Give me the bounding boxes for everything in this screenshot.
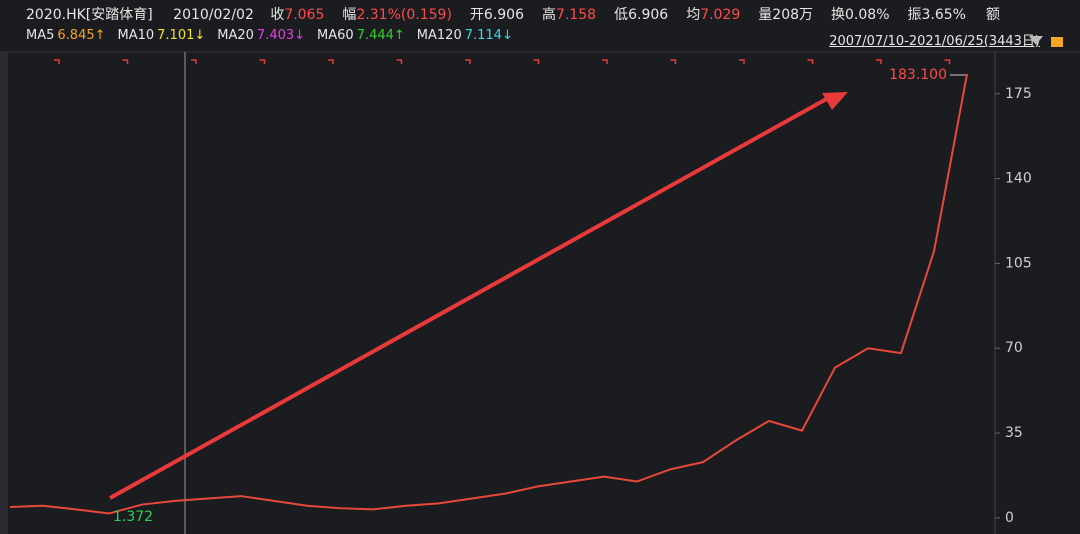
lock-icon[interactable]	[1051, 37, 1063, 47]
max-label: 183.100	[889, 67, 947, 83]
field-value: 0.08%	[845, 7, 890, 23]
field-label: 开	[469, 7, 484, 23]
ma-item: MA5 6.845↑	[26, 28, 112, 43]
quote-field: 开6.906	[470, 7, 530, 23]
field-label: 额	[985, 7, 1000, 23]
ma-value: 7.403↓	[256, 28, 306, 43]
flag	[602, 59, 608, 64]
field-label: 换	[831, 7, 846, 23]
flag	[54, 59, 60, 64]
field-value: 7.029	[700, 7, 741, 23]
stock-code: 2020.HK[安踏体育]	[26, 7, 153, 23]
min-label: 1.372	[113, 509, 153, 525]
field-label: 幅	[342, 7, 357, 23]
quote-field: 收7.065	[270, 7, 330, 23]
trend-arrow	[109, 95, 831, 500]
field-value: 6.906	[483, 7, 524, 23]
field-value: 7.158	[556, 7, 597, 23]
quote-field: 低6.906	[614, 7, 674, 23]
ma-name: MA60	[317, 28, 354, 43]
field-label: 收	[270, 7, 285, 23]
quote-field: 幅2.31%(0.159)	[342, 7, 457, 23]
quote-header: 2020.HK[安踏体育] 2010/02/02 收7.065 幅2.31%(0.…	[26, 4, 1080, 24]
field-label: 高	[542, 7, 556, 23]
flag	[876, 59, 882, 64]
y-tick-label: 35	[1005, 425, 1023, 441]
date-range[interactable]: 2007/07/10-2021/06/25(3443日)	[829, 34, 1040, 49]
ma-value: 7.444↑	[356, 28, 405, 43]
flag	[396, 59, 403, 64]
quote-field: 振3.65%	[908, 7, 972, 23]
flag	[465, 59, 471, 64]
arrow-head	[822, 92, 848, 110]
ma-item: MA20 7.403↓	[217, 28, 311, 43]
side-strip	[0, 52, 8, 534]
y-tick-label: 175	[1005, 86, 1032, 102]
ma-name: MA5	[26, 28, 55, 43]
y-tick-label: 70	[1005, 340, 1023, 356]
flag	[670, 59, 677, 64]
ma-item: MA60 7.444↑	[317, 28, 411, 43]
field-value: 208万	[772, 7, 814, 23]
quote-field: 高7.158	[542, 7, 602, 23]
date: 2010/02/02	[173, 7, 254, 23]
ma-item: MA120 7.114↓	[417, 28, 519, 43]
field-value: 7.065	[284, 7, 325, 23]
field-value: 3.65%	[921, 7, 966, 23]
y-tick-label: 105	[1005, 255, 1032, 271]
ma-value: 7.101↓	[157, 28, 206, 43]
flag	[328, 59, 334, 64]
flag	[807, 59, 814, 64]
flag	[739, 59, 745, 64]
ma-name: MA10	[117, 28, 155, 43]
ma-row: MA5 6.845↑ MA10 7.101↓ MA20 7.403↓ MA60 7.444↑ M…	[26, 28, 1080, 43]
ma-name: MA120	[416, 28, 462, 43]
field-label: 均	[686, 7, 701, 23]
ma-name: MA20	[217, 28, 254, 43]
quote-field: 均7.029	[686, 7, 746, 23]
field-label: 低	[614, 7, 629, 23]
dropdown[interactable]	[1029, 36, 1043, 45]
flag	[533, 59, 540, 64]
flag	[944, 59, 951, 64]
ma-value: 7.114↓	[464, 28, 513, 43]
event-flags	[54, 59, 951, 64]
flag	[259, 59, 266, 64]
field-label: 振	[907, 7, 922, 23]
price-line	[9, 73, 968, 515]
field-value: 6.906	[628, 7, 669, 23]
field-value: 2.31%(0.159)	[356, 7, 452, 23]
field-label: 量	[758, 7, 773, 23]
flag	[122, 59, 129, 64]
flag	[191, 59, 197, 64]
quote-field: 换0.08%	[831, 7, 895, 23]
ma-item: MA10 7.101↓	[118, 28, 212, 43]
y-tick-label: 140	[1005, 171, 1032, 187]
ma-value: 6.845↑	[57, 28, 106, 43]
y-tick-label: 0	[1005, 510, 1014, 526]
quote-field: 量208万	[758, 7, 819, 23]
